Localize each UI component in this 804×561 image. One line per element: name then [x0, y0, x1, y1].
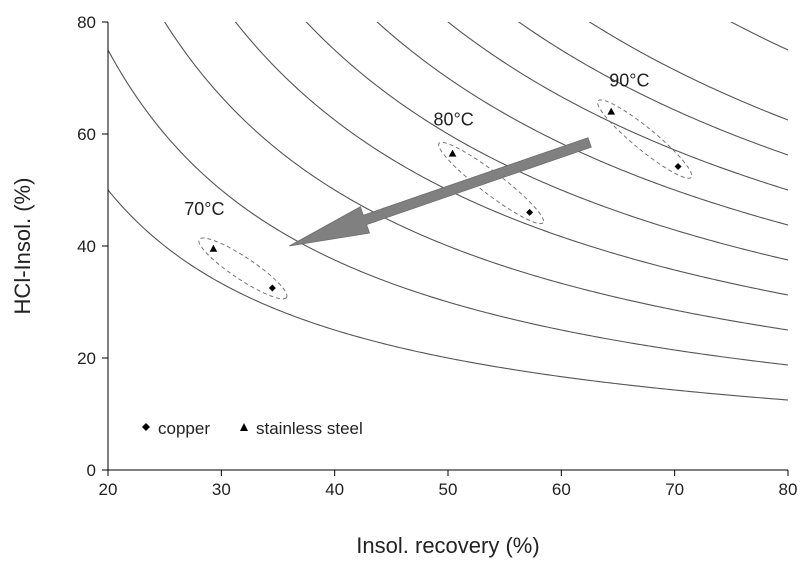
iso-curve	[164, 22, 788, 331]
x-tick-label: 40	[325, 480, 344, 499]
y-tick-label: 0	[87, 461, 96, 480]
group-labels: 70°C 80°C 90°C	[184, 70, 649, 219]
data-points	[209, 107, 682, 292]
iso-curve	[517, 22, 788, 156]
group-ellipse	[597, 99, 693, 179]
point-stainless-steel	[607, 107, 615, 115]
point-copper	[674, 162, 682, 170]
x-tick-label: 20	[99, 480, 118, 499]
temperature-label: 80°C	[434, 110, 474, 130]
iso-curve	[108, 189, 788, 401]
y-tick-label: 80	[77, 13, 96, 32]
x-tick-label: 30	[212, 480, 231, 499]
iso-curve	[588, 22, 788, 121]
trend-arrow	[289, 137, 592, 247]
x-axis-title: Insol. recovery (%)	[356, 533, 539, 558]
trend-arrow-layer	[289, 137, 592, 247]
iso-curve	[234, 22, 788, 296]
iso-curve	[305, 22, 788, 261]
x-tick-label: 80	[779, 480, 798, 499]
legend-copper-marker	[142, 423, 150, 431]
y-tick-label: 40	[77, 237, 96, 256]
legend-stainless-label: stainless steel	[256, 419, 363, 438]
y-ticks: 0 20 40 60 80	[77, 13, 108, 480]
iso-curve	[376, 22, 788, 226]
legend-copper-label: copper	[158, 419, 210, 438]
group-ellipse	[438, 141, 545, 225]
iso-curve	[730, 22, 788, 51]
y-tick-label: 60	[77, 125, 96, 144]
x-tick-label: 60	[552, 480, 571, 499]
point-copper	[268, 284, 276, 292]
y-axis-title: HCl-Insol. (%)	[10, 178, 35, 315]
legend: copper stainless steel	[142, 419, 363, 438]
group-ellipse	[198, 237, 288, 300]
temperature-label: 70°C	[184, 199, 224, 219]
point-stainless-steel	[448, 149, 457, 157]
point-copper	[526, 208, 534, 216]
point-stainless-steel	[209, 244, 218, 252]
x-tick-label: 50	[439, 480, 458, 499]
temperature-label: 90°C	[609, 70, 649, 90]
legend-stainless-marker	[240, 423, 248, 431]
iso-curve	[108, 49, 788, 366]
x-tick-label: 70	[665, 480, 684, 499]
iso-curve	[447, 22, 788, 191]
y-tick-label: 20	[77, 349, 96, 368]
x-ticks: 20 30 40 50 60 70 80	[99, 470, 798, 499]
